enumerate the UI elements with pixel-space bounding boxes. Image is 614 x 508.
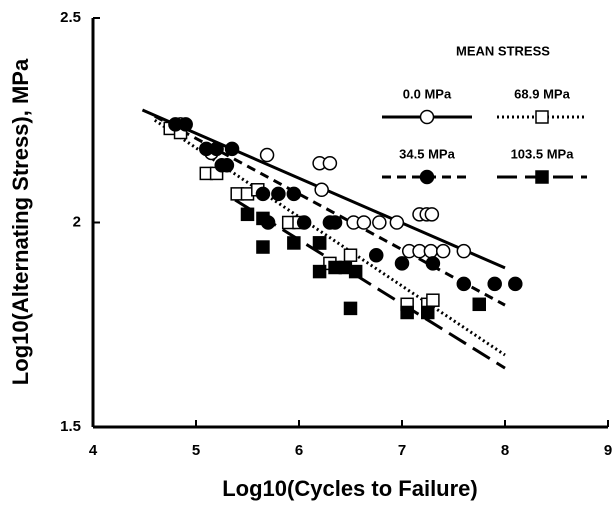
marker: [224, 141, 240, 157]
x-tick-label: 6: [295, 442, 303, 459]
marker: [312, 264, 327, 279]
marker: [508, 276, 523, 292]
y-axis-title: Log10(Alternating Stress), MPa: [8, 58, 33, 385]
marker: [356, 215, 372, 230]
marker: [343, 301, 358, 316]
x-tick-label: 8: [501, 442, 509, 459]
marker: [240, 207, 255, 222]
marker: [343, 248, 358, 262]
marker: [426, 293, 440, 307]
legend-label: 103.5 MPa: [511, 146, 575, 161]
legend-title: MEAN STRESS: [456, 43, 550, 58]
x-axis-title: Log10(Cycles to Failure): [222, 476, 478, 501]
marker: [400, 305, 414, 320]
marker: [425, 256, 441, 271]
marker: [322, 155, 338, 171]
marker: [456, 243, 472, 259]
marker: [435, 243, 451, 259]
legend-label: 68.9 MPa: [514, 86, 570, 101]
x-tick-label: 5: [192, 442, 200, 459]
legend-marker: [535, 110, 549, 124]
marker: [178, 117, 193, 132]
marker: [456, 276, 472, 292]
y-tick-label: 2.5: [60, 9, 81, 26]
marker: [271, 186, 286, 202]
marker: [314, 182, 329, 198]
legend-label: 0.0 MPa: [403, 86, 452, 101]
x-tick-label: 7: [398, 442, 406, 459]
x-tick-label: 4: [89, 442, 98, 459]
y-tick-label: 2: [73, 213, 81, 230]
fit-line: [234, 198, 506, 370]
marker: [348, 264, 363, 279]
marker: [487, 276, 502, 292]
legend-marker: [419, 109, 435, 125]
marker: [327, 215, 343, 230]
y-tick-label: 1.5: [60, 418, 81, 435]
marker: [389, 215, 405, 230]
marker: [394, 256, 410, 271]
marker: [287, 236, 301, 250]
marker: [369, 247, 384, 263]
marker: [286, 186, 302, 202]
legend-marker: [419, 169, 435, 185]
marker: [219, 157, 235, 173]
legend-marker: [535, 170, 549, 184]
marker: [256, 211, 270, 226]
marker: [255, 186, 271, 202]
marker: [259, 147, 275, 163]
marker: [423, 243, 439, 259]
legend-label: 34.5 MPa: [399, 146, 455, 161]
marker: [296, 215, 312, 230]
marker: [424, 207, 440, 222]
marker: [421, 305, 435, 320]
marker: [312, 236, 327, 250]
marker: [256, 240, 270, 254]
marker: [472, 297, 486, 312]
marker: [209, 141, 224, 157]
x-tick-label: 9: [604, 442, 612, 459]
marker: [372, 215, 387, 230]
